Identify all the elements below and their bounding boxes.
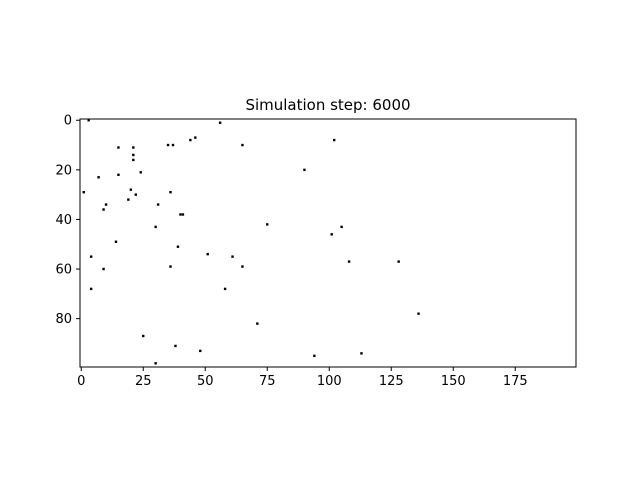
data-point [169, 265, 172, 268]
data-point [194, 136, 197, 139]
data-point [166, 143, 170, 147]
x-tick-label: 75 [259, 374, 276, 389]
data-point [241, 143, 244, 147]
data-point [330, 233, 333, 236]
data-point [397, 260, 400, 263]
data-point [102, 208, 105, 211]
data-point [117, 146, 120, 149]
data-point [181, 213, 185, 216]
x-tick-label: 25 [135, 374, 152, 389]
data-point [127, 198, 130, 201]
data-point [360, 352, 363, 355]
x-tick-label: 175 [503, 374, 528, 389]
y-axis: 0 20 40 60 80 [55, 114, 80, 327]
data-point [340, 225, 343, 229]
y-tick-label: 40 [55, 213, 72, 228]
data-point [231, 255, 234, 258]
data-point [256, 322, 259, 325]
data-point [154, 362, 157, 365]
x-tick-label: 125 [379, 374, 404, 389]
data-point [132, 153, 135, 157]
data-point [347, 260, 351, 263]
data-point [199, 349, 202, 353]
data-point [171, 143, 175, 147]
data-point [333, 138, 336, 142]
y-tick-label: 80 [55, 312, 72, 327]
data-point [114, 240, 118, 243]
data-point [87, 119, 90, 122]
data-point [102, 267, 105, 271]
y-tick-label: 0 [64, 114, 72, 129]
y-tick-label: 20 [55, 163, 72, 178]
plot-area-frame [79, 118, 577, 368]
data-point [89, 287, 93, 291]
data-point [134, 193, 137, 196]
data-points [82, 119, 420, 365]
data-point [139, 171, 142, 174]
data-point [156, 203, 160, 206]
data-point [169, 190, 172, 194]
x-tick-label: 0 [77, 374, 85, 389]
chart-title: Simulation step: 6000 [245, 96, 410, 114]
data-point [303, 168, 306, 172]
data-point [206, 252, 209, 256]
data-point [104, 203, 108, 206]
data-point [97, 176, 100, 179]
data-point [313, 354, 316, 358]
data-point [241, 265, 244, 268]
data-point [266, 223, 269, 226]
data-point [189, 138, 192, 142]
y-tick-label: 60 [55, 263, 72, 278]
data-point [176, 245, 180, 248]
data-point [132, 158, 135, 162]
data-point [117, 173, 120, 176]
data-point [82, 190, 85, 194]
data-point [154, 225, 157, 229]
data-point [223, 287, 227, 291]
data-point [218, 121, 222, 124]
x-tick-label: 100 [317, 374, 342, 389]
x-tick-label: 50 [197, 374, 214, 389]
data-point [417, 312, 420, 315]
x-axis: 0 25 50 75 100 125 150 175 [77, 367, 528, 389]
data-point [179, 213, 182, 216]
x-tick-label: 150 [441, 374, 466, 389]
data-point [129, 188, 133, 191]
data-point [132, 146, 135, 149]
data-point [89, 255, 93, 258]
data-point [174, 344, 177, 348]
data-point [142, 334, 145, 338]
